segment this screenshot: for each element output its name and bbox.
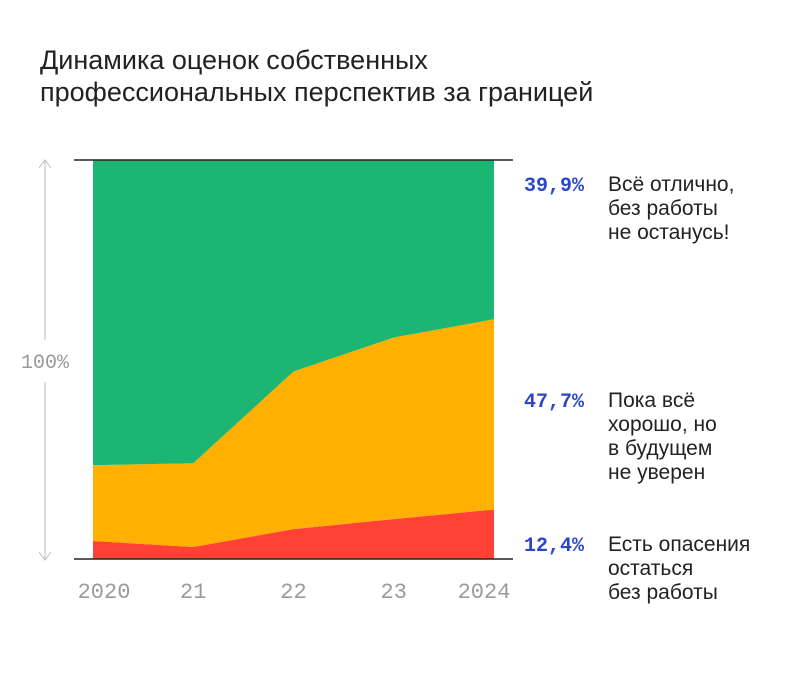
x-tick-label: 2020 (78, 580, 131, 605)
area-series-3 (93, 160, 494, 466)
legend-label-line: в будущем (608, 437, 713, 460)
legend-value-series-3: 39,9% (524, 175, 585, 198)
x-tick-label: 23 (381, 580, 407, 605)
legend-label-line: хорошо, но (608, 413, 717, 436)
legend-label-series-3: Всё отлично, без работы не останусь! (608, 173, 734, 245)
legend-value-series-2: 47,7% (524, 391, 585, 414)
legend-value-series-1: 12,4% (524, 535, 585, 558)
x-tick-label: 21 (180, 580, 206, 605)
x-tick-label: 2024 (458, 580, 511, 605)
chart-title-line-2: профессиональных перспектив за границей (40, 77, 594, 107)
legend-label-line: не останусь! (608, 221, 730, 244)
legend-label-line: не уверен (608, 461, 706, 484)
legend-label-line: Есть опасения (608, 533, 751, 556)
range-arrow-head-down (38, 551, 52, 561)
legend-label-line: без работы (608, 197, 718, 220)
legend-label-line: Всё отлично, (608, 173, 735, 196)
chart-title: Динамика оценок собственных профессионал… (40, 44, 740, 108)
x-tick-label: 22 (280, 580, 306, 605)
legend-label-line: без работы (608, 581, 718, 604)
area-series-2 (93, 319, 494, 548)
range-arrow-head-up (38, 159, 52, 169)
legend-label-series-2: Пока всё хорошо, но в будущем не уверен (608, 389, 717, 485)
chart-title-line-1: Динамика оценок собственных (40, 45, 428, 75)
legend-label-line: остаться (608, 557, 694, 580)
legend-label-line: Пока всё (608, 389, 696, 412)
legend-label-series-1: Есть опасения остаться без работы (608, 533, 750, 605)
y-axis-label: 100% (21, 352, 70, 375)
area-series-1 (93, 509, 494, 559)
